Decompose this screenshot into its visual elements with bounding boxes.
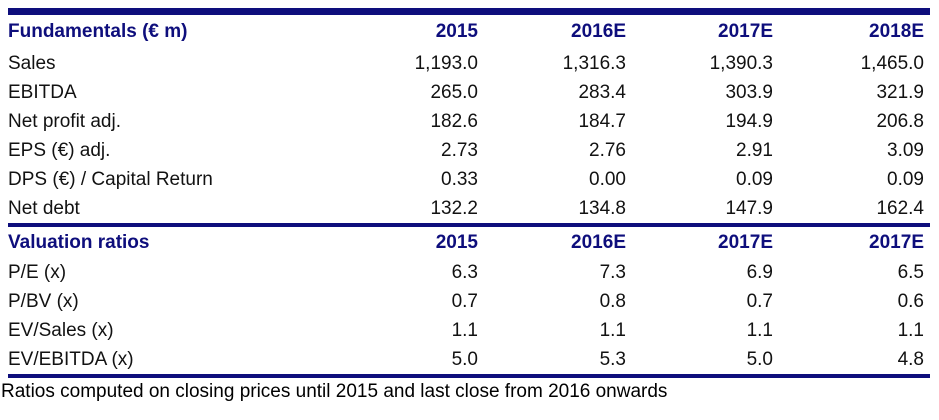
- year-column-header: 2018E: [869, 21, 924, 42]
- cell-value: 0.7: [451, 290, 478, 312]
- table-row-eps-adj: EPS (€) adj. 2.73 2.76 2.91 3.09: [8, 136, 930, 165]
- cell-value: 6.9: [746, 261, 773, 283]
- cell-value: 184.7: [578, 110, 626, 132]
- row-label: EBITDA: [8, 81, 77, 103]
- cell-value: 5.3: [599, 348, 626, 370]
- cell-value: 182.6: [430, 110, 478, 132]
- cell-value: 303.9: [725, 81, 773, 103]
- row-label: Net debt: [8, 197, 80, 219]
- year-column-header: 2016E: [571, 231, 626, 253]
- cell-value: 0.33: [441, 168, 478, 190]
- valuation-ratios-section-table: Valuation ratios 2015 2016E 2017E 2017E …: [8, 227, 930, 374]
- cell-value: 0.7: [746, 290, 773, 312]
- year-column-header: 2015: [435, 231, 478, 253]
- year-column-header: 2017E: [718, 231, 773, 253]
- table-top-border: [8, 8, 930, 15]
- table-bottom-border: [8, 374, 930, 378]
- valuation-header-row: Valuation ratios 2015 2016E 2017E 2017E: [8, 227, 930, 258]
- cell-value: 206.8: [876, 110, 924, 132]
- cell-value: 1,316.3: [562, 52, 626, 74]
- table-row-dps-capital-return: DPS (€) / Capital Return 0.33 0.00 0.09 …: [8, 165, 930, 194]
- section-divider-border: [8, 223, 930, 227]
- cell-value: 0.09: [736, 168, 773, 190]
- cell-value: 132.2: [430, 197, 478, 219]
- cell-value: 2.91: [736, 139, 773, 161]
- table-row-ev-sales: EV/Sales (x) 1.1 1.1 1.1 1.1: [8, 316, 930, 345]
- cell-value: 265.0: [430, 81, 478, 103]
- year-column-header: 2015: [435, 21, 478, 42]
- row-label: EV/Sales (x): [8, 319, 114, 341]
- cell-value: 7.3: [599, 261, 626, 283]
- cell-value: 2.73: [441, 139, 478, 161]
- row-label: Sales: [8, 52, 56, 74]
- cell-value: 1.1: [746, 319, 773, 341]
- cell-value: 0.6: [897, 290, 924, 312]
- cell-value: 1.1: [599, 319, 626, 341]
- fundamentals-section-title: Fundamentals (€ m): [8, 21, 188, 42]
- fundamentals-header-row: Fundamentals (€ m) 2015 2016E 2017E 2018…: [8, 15, 930, 49]
- table-footnote: Ratios computed on closing prices until …: [1, 381, 668, 402]
- cell-value: 283.4: [578, 81, 626, 103]
- cell-value: 6.3: [451, 261, 478, 283]
- cell-value: 0.00: [589, 168, 626, 190]
- cell-value: 5.0: [451, 348, 478, 370]
- cell-value: 1,465.0: [860, 52, 924, 74]
- table-row-ebitda: EBITDA 265.0 283.4 303.9 321.9: [8, 78, 930, 107]
- cell-value: 1,193.0: [414, 52, 478, 74]
- row-label: EV/EBITDA (x): [8, 348, 134, 370]
- cell-value: 1.1: [897, 319, 924, 341]
- table-row-pe: P/E (x) 6.3 7.3 6.9 6.5: [8, 258, 930, 287]
- cell-value: 194.9: [725, 110, 773, 132]
- cell-value: 3.09: [887, 139, 924, 161]
- row-label: P/E (x): [8, 261, 67, 283]
- cell-value: 1,390.3: [709, 52, 773, 74]
- valuation-section-title: Valuation ratios: [8, 231, 150, 253]
- year-column-header: 2017E: [869, 231, 924, 253]
- table-row-sales: Sales 1,193.0 1,316.3 1,390.3 1,465.0: [8, 49, 930, 78]
- row-label: Net profit adj.: [8, 110, 121, 132]
- cell-value: 134.8: [578, 197, 626, 219]
- row-label: DPS (€) / Capital Return: [8, 168, 213, 190]
- cell-value: 5.0: [746, 348, 773, 370]
- row-label: P/BV (x): [8, 290, 79, 312]
- table-row-net-debt: Net debt 132.2 134.8 147.9 162.4: [8, 194, 930, 223]
- cell-value: 321.9: [876, 81, 924, 103]
- table-row-net-profit-adj: Net profit adj. 182.6 184.7 194.9 206.8: [8, 107, 930, 136]
- table-row-ev-ebitda: EV/EBITDA (x) 5.0 5.3 5.0 4.8: [8, 345, 930, 374]
- cell-value: 6.5: [897, 261, 924, 283]
- cell-value: 147.9: [725, 197, 773, 219]
- cell-value: 2.76: [589, 139, 626, 161]
- cell-value: 4.8: [897, 348, 924, 370]
- year-column-header: 2017E: [718, 21, 773, 42]
- year-column-header: 2016E: [571, 21, 626, 42]
- financials-table: Fundamentals (€ m) 2015 2016E 2017E 2018…: [8, 8, 930, 378]
- cell-value: 1.1: [451, 319, 478, 341]
- cell-value: 0.8: [599, 290, 626, 312]
- cell-value: 0.09: [887, 168, 924, 190]
- table-row-pbv: P/BV (x) 0.7 0.8 0.7 0.6: [8, 287, 930, 316]
- cell-value: 162.4: [876, 197, 924, 219]
- fundamentals-section-table: Fundamentals (€ m) 2015 2016E 2017E 2018…: [8, 15, 930, 223]
- row-label: EPS (€) adj.: [8, 139, 111, 161]
